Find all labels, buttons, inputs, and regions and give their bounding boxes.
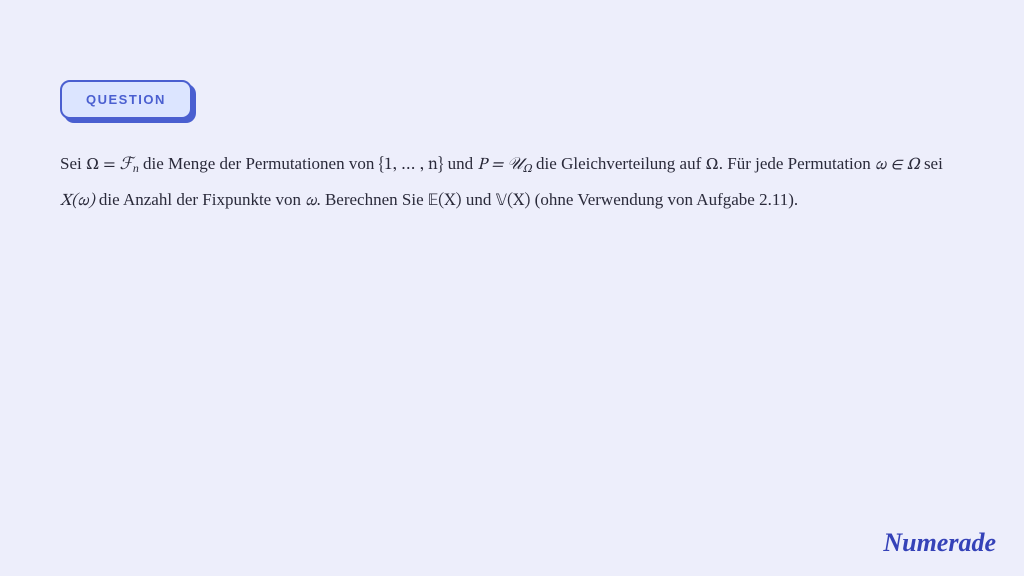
text: die Gleichverteilung auf [536,154,705,173]
math-Fsub: n [133,161,139,175]
math-omega-in: ω ∈ Ω [875,157,920,174]
text: . Berechnen Sie [316,190,427,209]
text: (ohne Verwendung von Aufgabe 2.11). [535,190,798,209]
math-omega2: ω [305,193,316,210]
question-body: Sei Ω = ℱn die Menge der Permutationen v… [60,147,964,219]
math-VX: 𝕍(X) [496,193,531,210]
badge-label: QUESTION [60,80,192,119]
math-Fscr: ℱ [119,154,132,173]
text: sei [924,154,943,173]
math-omega-eq: Ω = [86,157,119,174]
text: die Anzahl der Fixpunkte von [99,190,305,209]
brand-logo: Numerade [883,528,996,558]
question-badge: QUESTION [60,80,192,119]
math-Xomega: X(ω) [60,193,95,210]
text: . Für jede Permutation [719,154,875,173]
math-Usub: Ω [523,163,532,175]
text: die Menge der Permutationen von [143,154,379,173]
text: und [466,190,496,209]
text: Sei [60,154,86,173]
math-Omega: Ω [706,157,719,174]
math-Uscr: 𝒰 [507,154,522,173]
math-P-eq: P = [477,157,507,174]
math-set: {1, … , n} [379,157,444,174]
text: und [448,154,478,173]
math-EX: 𝔼(X) [428,193,462,210]
